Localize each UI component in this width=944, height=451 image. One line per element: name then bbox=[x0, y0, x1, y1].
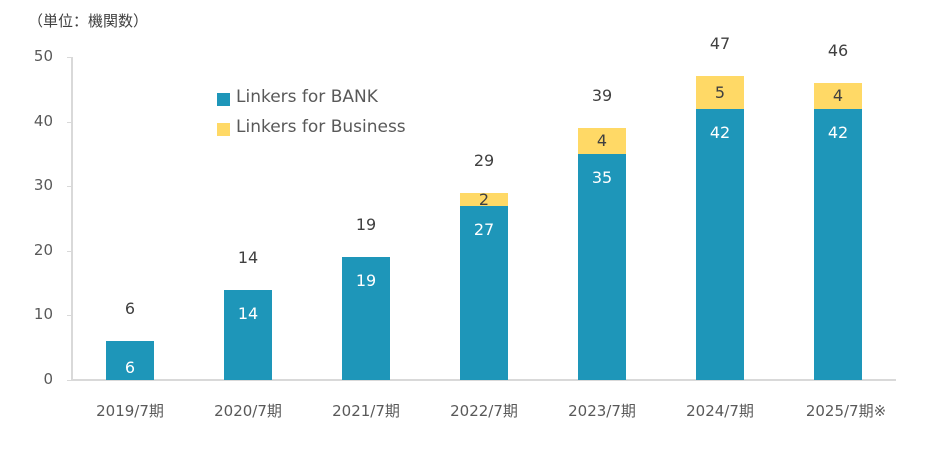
y-tick-label: 10 bbox=[33, 305, 53, 324]
bar-value-label-business: 4 bbox=[832, 86, 844, 106]
bar-value-label-bank: 14 bbox=[237, 303, 259, 323]
legend-swatch-business-icon bbox=[217, 122, 230, 136]
bar-value-label-business: 5 bbox=[714, 83, 726, 103]
x-tick-label: 2025/7期※ bbox=[805, 402, 887, 420]
bar-total-label: 29 bbox=[473, 150, 495, 170]
bar-total-label: 47 bbox=[709, 34, 731, 54]
bar-stack: 19 19 bbox=[342, 57, 390, 380]
bar-value-label-business: 4 bbox=[596, 131, 608, 151]
legend-item-bank: Linkers for BANK bbox=[217, 82, 406, 112]
legend: Linkers for BANK Linkers for Business bbox=[217, 82, 406, 142]
legend-label-bank: Linkers for BANK bbox=[236, 87, 378, 107]
y-tick-mark bbox=[67, 57, 73, 58]
y-tick-label: 40 bbox=[33, 111, 53, 130]
x-tick-label: 2022/7期 bbox=[450, 402, 518, 420]
bar-segment-business: 5 bbox=[696, 76, 744, 109]
bar-total-label: 14 bbox=[237, 247, 259, 267]
bar-total-label: 19 bbox=[355, 215, 377, 235]
legend-label-business: Linkers for Business bbox=[236, 117, 406, 137]
y-tick-label: 0 bbox=[43, 370, 53, 388]
x-tick-label: 2024/7期 bbox=[686, 402, 754, 420]
bar-value-label-bank: 42 bbox=[709, 122, 731, 142]
bar-value-label-bank: 6 bbox=[124, 357, 136, 377]
bar-segment-business: 2 bbox=[460, 189, 508, 209]
bar-segment-bank: 42 bbox=[814, 108, 862, 380]
bar-value-label-bank: 35 bbox=[591, 167, 613, 187]
bar-total-label: 46 bbox=[827, 40, 849, 60]
bar-value-label-bank: 42 bbox=[827, 122, 849, 142]
y-tick-mark bbox=[67, 121, 73, 123]
y-tick-mark bbox=[67, 315, 73, 317]
bar-segment-bank: 27 bbox=[460, 205, 508, 380]
y-tick-mark bbox=[67, 380, 73, 381]
bar-segment-bank: 14 bbox=[224, 289, 272, 380]
y-tick-mark bbox=[67, 186, 73, 188]
plot-area: 0 10 20 30 40 50 6 6 14 14 19 19 27 2 29 35 4 39 42 5 47 42 4… bbox=[34, 34, 896, 388]
bar-value-label-bank: 27 bbox=[473, 219, 495, 239]
bar-value-label-business: 2 bbox=[478, 189, 490, 209]
bar-stack: 27 2 29 bbox=[460, 57, 508, 380]
y-tick-label: 30 bbox=[33, 176, 53, 195]
legend-swatch-bank-icon bbox=[217, 92, 230, 106]
bar-segment-bank: 19 bbox=[342, 257, 390, 380]
bar-segment-bank: 42 bbox=[696, 108, 744, 380]
x-tick-label: 2023/7期 bbox=[568, 402, 636, 420]
bar-total-label: 6 bbox=[124, 299, 136, 319]
y-tick-label: 20 bbox=[33, 240, 53, 259]
x-tick-label: 2021/7期 bbox=[332, 402, 400, 420]
y-axis-line bbox=[71, 57, 73, 380]
bar-segment-bank: 6 bbox=[106, 341, 154, 380]
bar-segment-business: 4 bbox=[578, 128, 626, 154]
bar-stack: 35 4 39 bbox=[578, 57, 626, 380]
legend-item-business: Linkers for Business bbox=[217, 112, 406, 142]
bar-stack: 42 5 47 bbox=[696, 34, 744, 380]
bar-segment-bank: 35 bbox=[578, 153, 626, 380]
unit-label: （単位：機関数） bbox=[28, 12, 149, 30]
y-tick-mark bbox=[67, 250, 73, 252]
x-axis-line bbox=[71, 379, 896, 381]
bar-stack: 14 14 bbox=[224, 57, 272, 380]
y-tick-label: 50 bbox=[33, 47, 53, 65]
bar-segment-business: 4 bbox=[814, 82, 862, 109]
x-tick-label: 2020/7期 bbox=[214, 402, 282, 420]
bar-total-label: 39 bbox=[591, 86, 613, 106]
x-tick-label: 2019/7期 bbox=[96, 402, 164, 420]
bar-value-label-bank: 19 bbox=[355, 271, 377, 291]
bar-stack: 42 4 46 bbox=[814, 41, 862, 380]
